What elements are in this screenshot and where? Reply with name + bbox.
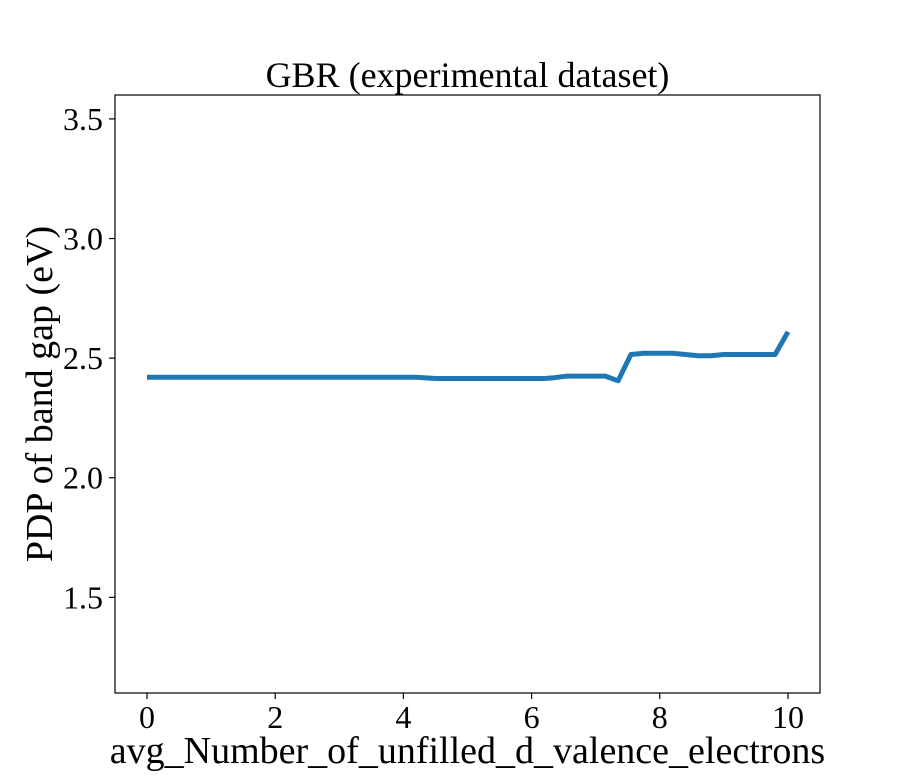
y-tick-label: 2.5	[63, 340, 103, 376]
y-tick-label: 3.5	[63, 101, 103, 137]
x-axis-label: avg_Number_of_unfilled_d_valence_electro…	[110, 730, 825, 772]
x-tick-label: 2	[267, 699, 283, 735]
y-axis: 1.5 2.0 2.5 3.0 3.5	[63, 101, 115, 615]
y-axis-label: PDP of band gap (eV)	[19, 226, 61, 562]
x-tick-label: 4	[395, 699, 411, 735]
chart-title: GBR (experimental dataset)	[266, 55, 670, 95]
y-tick-label: 1.5	[63, 579, 103, 615]
plot-frame	[114, 94, 821, 694]
x-tick-label: 8	[652, 699, 668, 735]
series-lines	[147, 330, 791, 384]
series-line	[147, 330, 791, 384]
y-tick-label: 2.0	[63, 460, 103, 496]
x-axis: 0 2 4 6 8 10	[139, 693, 804, 735]
y-tick-label: 3.0	[63, 221, 103, 257]
x-tick-label: 6	[524, 699, 540, 735]
x-tick-label: 0	[139, 699, 155, 735]
x-tick-label: 10	[772, 699, 804, 735]
